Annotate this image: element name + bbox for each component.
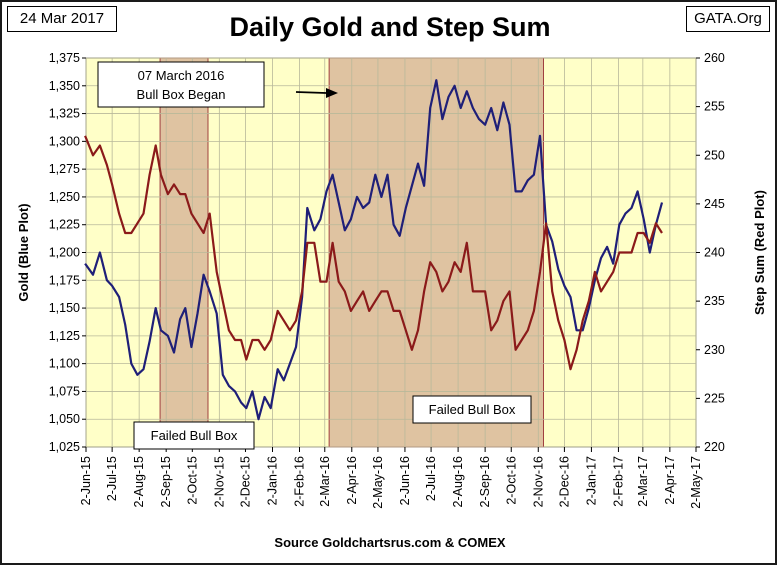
x-tick-label: 2-Nov-15: [212, 456, 226, 507]
date-label: 24 Mar 2017: [7, 6, 117, 32]
right-tick-label: 245: [704, 197, 725, 211]
source-caption: Source Goldchartsrus.com & COMEX: [274, 535, 506, 550]
x-tick-label: 2-May-17: [689, 456, 703, 509]
x-axis: 2-Jun-15 2-Jul-15 2-Aug-15 2-Sep-15 2-Oct-15…: [79, 447, 703, 509]
arrow-shaft: [295, 91, 327, 94]
x-tick-label: 2-Jul-16: [424, 456, 438, 501]
x-tick-label: 2-Aug-15: [132, 456, 146, 507]
failed-bull-box-label-2-box: [412, 395, 532, 424]
x-tick-label: 2-Sep-15: [159, 456, 173, 507]
x-tick-label: 2-Jan-17: [584, 456, 598, 505]
left-tick-label: 1,100: [49, 357, 80, 371]
left-tick-label: 1,075: [49, 384, 80, 398]
x-tick-label: 2-Aug-16: [451, 456, 465, 507]
left-tick-label: 1,025: [49, 440, 80, 454]
right-tick-label: 255: [704, 100, 725, 114]
x-tick-label: 2-Dec-15: [238, 456, 252, 507]
arrow-head: [326, 88, 338, 98]
chart-title: Daily Gold and Step Sum: [229, 12, 551, 42]
x-tick-label: 2-Feb-17: [611, 456, 625, 507]
x-tick-label: 2-Feb-16: [293, 456, 307, 507]
right-tick-label: 235: [704, 294, 725, 308]
grid-lines: [85, 57, 697, 448]
right-tick-label: 220: [704, 440, 725, 454]
left-axis: 1,025 1,050 1,075 1,100 1,125 1,150 1,175 1,200…: [16, 51, 86, 454]
bull-box-began-box: [97, 61, 265, 108]
x-tick-label: 2-Oct-16: [504, 456, 518, 505]
x-tick-label: 2-Jun-16: [398, 456, 412, 505]
right-tick-label: 225: [704, 391, 725, 405]
x-tick-label: 2-Apr-17: [663, 456, 677, 505]
left-tick-label: 1,300: [49, 134, 80, 148]
x-tick-label: 2-Apr-16: [345, 456, 359, 505]
left-tick-label: 1,200: [49, 246, 80, 260]
left-tick-label: 1,250: [49, 190, 80, 204]
left-tick-label: 1,125: [49, 329, 80, 343]
x-tick-label: 2-Sep-16: [478, 456, 492, 507]
left-tick-label: 1,275: [49, 162, 80, 176]
gold-series-line: [84, 79, 664, 421]
failed-bull-box-label-1: Failed Bull Box: [151, 428, 238, 443]
right-tick-label: 240: [704, 246, 725, 260]
left-tick-label: 1,150: [49, 301, 80, 315]
left-tick-label: 1,375: [49, 51, 80, 65]
failed-bull-box-label-2: Failed Bull Box: [429, 402, 516, 417]
site-label: GATA.Org: [686, 6, 770, 32]
left-tick-label: 1,325: [49, 107, 80, 121]
left-axis-title: Gold (Blue Plot): [16, 203, 31, 301]
left-tick-label: 1,175: [49, 273, 80, 287]
x-tick-label: 2-Oct-15: [185, 456, 199, 505]
annotation-labels: Failed Bull Box Failed Bull Box 07 March 2…: [97, 61, 532, 450]
right-tick-label: 260: [704, 51, 725, 65]
right-tick-label: 230: [704, 343, 725, 357]
x-tick-label: 2-Mar-16: [318, 456, 332, 507]
x-tick-label: 2-Mar-17: [636, 456, 650, 507]
series-group: [84, 79, 664, 421]
failed-bull-box-label-1-box: [133, 421, 255, 450]
x-tick-label: 2-Jan-16: [265, 456, 279, 505]
left-tick-label: 1,350: [49, 79, 80, 93]
x-tick-label: 2-May-16: [371, 456, 385, 509]
x-tick-label: 2-Dec-16: [557, 456, 571, 507]
bull-box-began-line2: Bull Box Began: [137, 87, 226, 102]
right-axis: 220 225 230 235 240 245 250 255 260 Step Sum (Red…: [696, 51, 767, 454]
bull-box-began-line1: 07 March 2016: [138, 68, 225, 83]
right-tick-label: 250: [704, 148, 725, 162]
left-tick-label: 1,225: [49, 218, 80, 232]
x-tick-label: 2-Nov-16: [531, 456, 545, 507]
x-tick-label: 2-Jul-15: [105, 456, 119, 501]
right-axis-title: Step Sum (Red Plot): [752, 190, 767, 315]
left-tick-label: 1,050: [49, 412, 80, 426]
step-sum-series-line: [84, 135, 663, 371]
x-tick-label: 2-Jun-15: [79, 456, 93, 505]
